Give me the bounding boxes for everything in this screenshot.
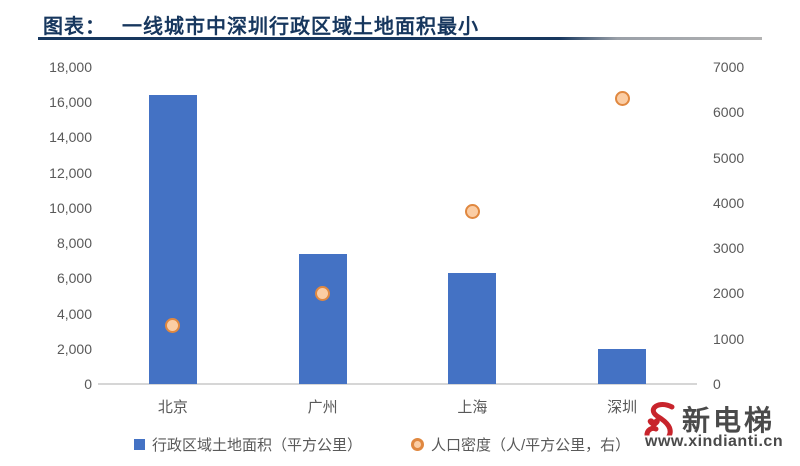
area-legend-swatch-icon xyxy=(134,439,145,450)
y-axis-left-tick-label: 0 xyxy=(84,376,92,392)
logo-url: www.xindianti.cn xyxy=(645,433,784,450)
density-dot xyxy=(614,91,630,107)
density-dot xyxy=(165,317,181,333)
y-axis-right-tick-label: 1000 xyxy=(713,330,745,347)
y-axis-right-tick-label: 7000 xyxy=(713,59,745,75)
y-axis-right-tick-label: 6000 xyxy=(713,104,745,121)
y-axis-left-tick-label: 16,000 xyxy=(49,94,92,111)
y-axis-left-tick-label: 4,000 xyxy=(56,305,92,322)
x-axis-category-label: 上海 xyxy=(457,399,488,416)
y-axis-left-tick-label: 14,000 xyxy=(49,129,92,146)
y-axis-right-tick-label: 0 xyxy=(713,376,721,392)
area-bar xyxy=(598,348,647,384)
xindianti-logo: 新电梯 www.xindianti.cn xyxy=(638,399,800,461)
page-title: 一线城市中深圳行政区域土地面积最小 xyxy=(122,16,479,38)
area-bar xyxy=(448,273,497,384)
y-axis-left-tick-label: 2,000 xyxy=(56,340,92,357)
y-axis-left-tick-label: 10,000 xyxy=(49,199,92,216)
title-underline xyxy=(38,37,762,40)
area-legend-label: 行政区域土地面积（平方公里） xyxy=(152,437,363,454)
y-axis-left-tick-label: 12,000 xyxy=(49,164,92,181)
x-axis-category-label: 深圳 xyxy=(607,399,638,416)
y-axis-right-tick-label: 2000 xyxy=(713,285,745,302)
logo-name: 新电梯 xyxy=(682,405,776,436)
y-axis-left-tick-label: 8,000 xyxy=(56,235,92,252)
y-axis-right-tick-label: 4000 xyxy=(713,194,745,211)
y-axis-right-tick-label: 5000 xyxy=(713,149,745,166)
x-axis-baseline xyxy=(98,383,697,385)
x-axis-category-label: 北京 xyxy=(157,399,188,416)
y-axis-left-tick-label: 18,000 xyxy=(49,59,92,75)
title-prefix: 图表： xyxy=(43,16,106,38)
legend-item-density: 人口密度（人/平方公里，右） xyxy=(411,434,630,455)
density-dot xyxy=(315,285,331,301)
density-legend-circle-icon xyxy=(411,438,424,451)
chart-header: 图表： 一线城市中深圳行政区域土地面积最小 xyxy=(43,10,479,39)
y-axis-left-tick-label: 6,000 xyxy=(56,270,92,287)
legend-item-area: 行政区域土地面积（平方公里） xyxy=(134,434,362,455)
x-axis-category-label: 广州 xyxy=(307,399,338,416)
area-bar xyxy=(148,95,197,384)
density-dot xyxy=(464,204,480,220)
area-bar xyxy=(298,253,347,384)
density-legend-label: 人口密度（人/平方公里，右） xyxy=(431,437,631,454)
y-axis-right-tick-label: 3000 xyxy=(713,240,745,257)
logo-swirl-icon xyxy=(644,401,675,447)
